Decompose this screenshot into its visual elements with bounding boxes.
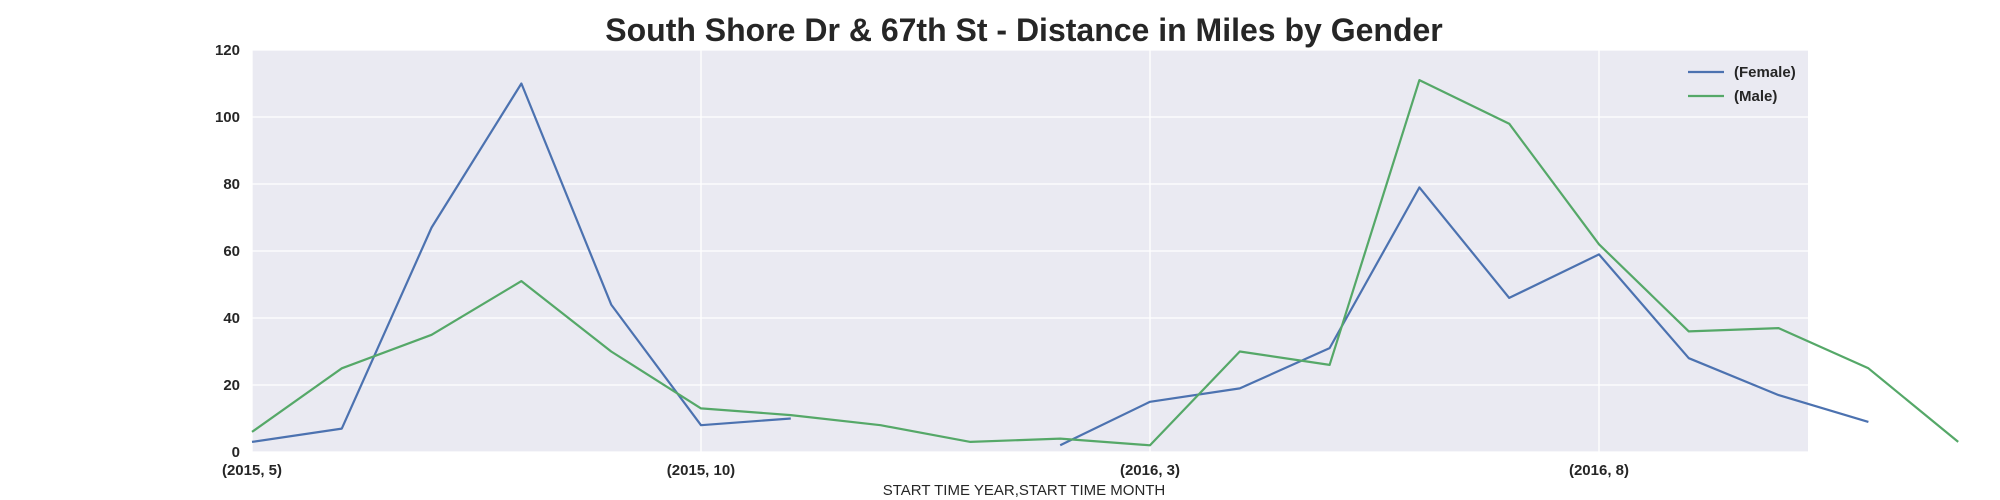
x-tick-label: (2015, 10)	[667, 462, 735, 479]
y-tick-label: 0	[232, 444, 240, 461]
legend: (Female) (Male)	[1688, 64, 1796, 105]
x-tick-label: (2016, 3)	[1120, 462, 1180, 479]
x-axis-label: START TIME YEAR,START TIME MONTH	[883, 482, 1166, 499]
y-tick-label: 80	[223, 176, 240, 193]
chart-title: South Shore Dr & 67th St - Distance in M…	[605, 12, 1442, 48]
y-tick-label: 120	[215, 42, 240, 59]
y-tick-label: 60	[223, 243, 240, 260]
x-tick-label: (2015, 5)	[222, 462, 282, 479]
legend-label-female: (Female)	[1734, 64, 1796, 81]
y-tick-label: 20	[223, 377, 240, 394]
series-line-female	[1059, 186, 1869, 447]
legend-label-male: (Male)	[1734, 88, 1777, 105]
x-tick-label: (2016, 8)	[1569, 462, 1629, 479]
series-lines	[251, 78, 1959, 447]
y-tick-label: 40	[223, 310, 240, 327]
series-line-male	[251, 78, 1959, 447]
y-tick-labels: 0 20 40 60 80 100 120	[215, 42, 240, 461]
grid-lines	[251, 49, 1808, 453]
y-tick-label: 100	[215, 109, 240, 126]
series-line-female	[251, 82, 791, 443]
x-tick-labels: (2015, 5) (2015, 10) (2016, 3) (2016, 8)	[222, 462, 1629, 479]
